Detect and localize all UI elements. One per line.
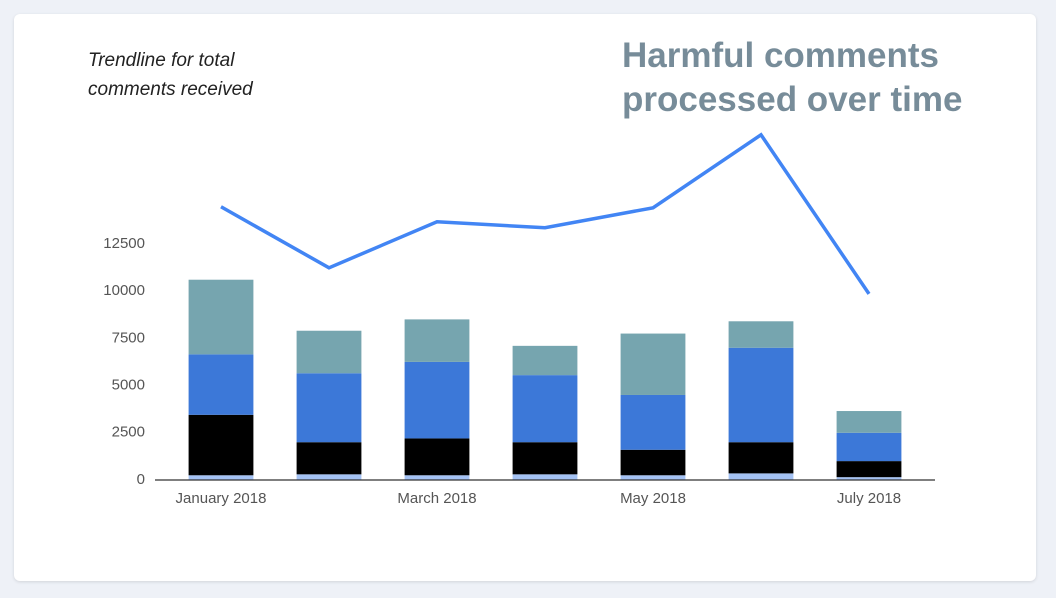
bar-segment: [836, 477, 902, 480]
bar-segment: [620, 449, 686, 476]
bar-segment: [620, 333, 686, 395]
y-tick-label: 7500: [112, 329, 145, 346]
chart-subtitle: Trendline for total comments received: [88, 50, 253, 100]
bar-segment: [188, 475, 254, 480]
bar-segment: [512, 345, 578, 376]
y-tick-label: 5000: [112, 376, 145, 393]
y-tick-label: 2500: [112, 424, 145, 441]
bar-segment: [296, 373, 362, 443]
bar-segment: [836, 461, 902, 478]
trendline: [220, 132, 871, 295]
bar-segment: [512, 474, 578, 480]
bar-segment: [512, 442, 578, 475]
bar-segment: [296, 330, 362, 374]
bar-segment: [512, 375, 578, 443]
bar-segment: [620, 475, 686, 480]
bar-segment: [728, 347, 794, 443]
x-tick-label: July 2018: [837, 490, 901, 507]
bar-segment: [728, 442, 794, 474]
x-tick-label: January 2018: [176, 490, 267, 507]
bar-segment: [404, 361, 470, 439]
bar-segment: [728, 321, 794, 348]
bar-segment: [836, 411, 902, 433]
x-tick-label: May 2018: [620, 490, 686, 507]
bar-segment: [404, 475, 470, 480]
bar-segment: [836, 432, 902, 462]
bar-segment: [404, 319, 470, 362]
bar-segment: [188, 414, 254, 476]
bar-segment: [404, 438, 470, 476]
bar-segment: [188, 279, 254, 355]
x-tick-label: March 2018: [397, 490, 476, 507]
y-tick-label: 10000: [103, 282, 145, 299]
bar-segment: [728, 473, 794, 480]
y-tick-label: 12500: [103, 235, 145, 252]
bar-segment: [296, 442, 362, 475]
bar-segment: [296, 474, 362, 480]
y-tick-label: 0: [137, 471, 145, 488]
bar-segment: [188, 354, 254, 415]
chart-title: Harmful comments processed over time: [622, 36, 963, 119]
card: [14, 14, 1036, 581]
bar-segment: [620, 394, 686, 450]
